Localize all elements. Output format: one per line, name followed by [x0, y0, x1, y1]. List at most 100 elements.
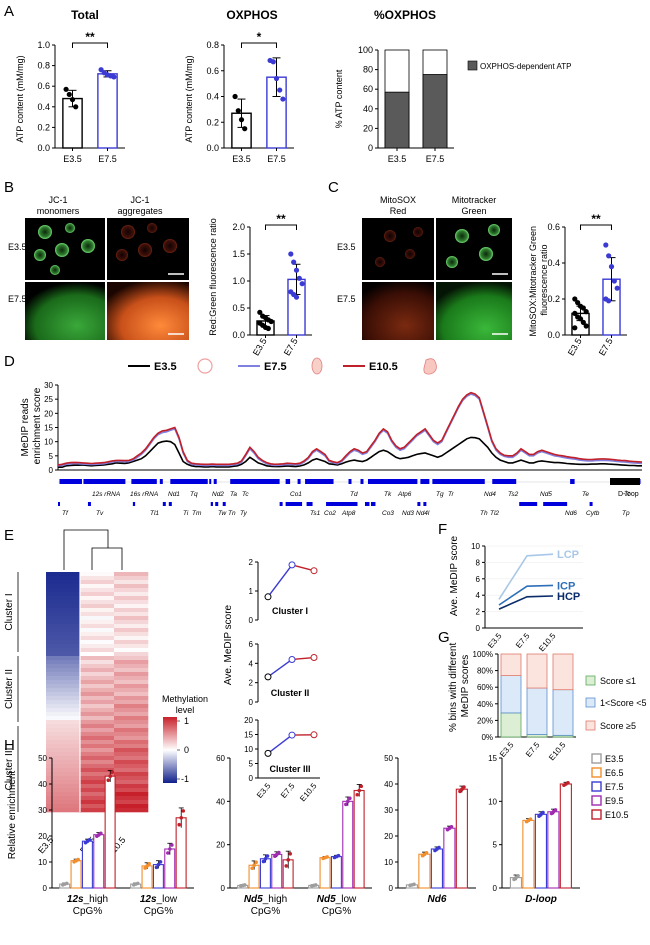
- heat-cell: [46, 580, 81, 585]
- a3-legend-swatch: [467, 60, 478, 71]
- chart-a2-ylabel: ATP content (mM/mg): [184, 55, 194, 142]
- heat-cell: [46, 596, 81, 601]
- heat-cell: [80, 772, 115, 777]
- heat-cell: [80, 776, 115, 781]
- heat-cell: [46, 804, 81, 809]
- heat-cell: [80, 660, 115, 665]
- chart-a3-title: %OXPHOS: [374, 8, 436, 22]
- gene-label: D-loop: [618, 491, 639, 498]
- y-tick-label: 10: [244, 745, 253, 754]
- panel-d: MeDIP reads enrichment score 0 5 10 15 20 25 3…: [20, 357, 643, 517]
- heat-cell: [80, 744, 115, 749]
- legend-label: E3.5: [154, 361, 177, 373]
- e-cluster-label-1: Cluster I: [4, 593, 15, 630]
- x-tick-label: E7.5: [267, 154, 286, 164]
- c-col-label-2: Mitotracker: [452, 195, 497, 205]
- c-img-e35-green: [436, 218, 512, 280]
- heat-cell: [80, 608, 115, 613]
- data-point: [313, 883, 318, 887]
- data-point: [257, 309, 263, 315]
- legend-swatch: [585, 697, 596, 708]
- data-point: [108, 774, 113, 778]
- gene-block: [360, 479, 364, 484]
- heat-cell: [46, 788, 81, 793]
- legend-swatch: [591, 809, 602, 820]
- gene-label: Ti: [183, 510, 189, 517]
- data-point: [580, 305, 586, 311]
- heat-cell: [114, 620, 149, 625]
- y-tick-label: 0: [249, 616, 254, 625]
- heat-cell: [46, 572, 81, 577]
- y-tick-label: 0.2: [547, 294, 560, 304]
- group-label-gene: 12s: [140, 894, 157, 905]
- group-label-line2: CpG%: [322, 906, 352, 917]
- chart-a2-title: OXPHOS: [226, 8, 277, 22]
- heat-cell: [46, 692, 81, 697]
- y-tick-label: 100: [358, 45, 373, 55]
- series-label: HCP: [557, 591, 580, 603]
- data-point: [296, 275, 302, 281]
- gene-label: Ta: [230, 491, 237, 498]
- chart-a1-ylabel: ATP content (mM/mg): [15, 55, 25, 142]
- y-tick-label: 100%: [473, 650, 493, 659]
- heat-cell: [46, 740, 81, 745]
- series-segment: [291, 564, 315, 572]
- gene-label: Ts1: [310, 510, 321, 517]
- heat-cell: [114, 596, 149, 601]
- chart-h-ylabel: Relative enrichment: [7, 771, 18, 860]
- heat-cell: [114, 664, 149, 669]
- b-col-label-1: JC-1: [48, 195, 67, 205]
- heat-cell: [114, 576, 149, 581]
- gene-label: Tg: [436, 491, 444, 498]
- data-point: [566, 780, 570, 785]
- y-tick-label: 0.0: [206, 143, 219, 153]
- dloop-block: [610, 478, 640, 485]
- legend-label: E9.5: [605, 796, 624, 806]
- dendro-link: [63, 529, 109, 570]
- y-tick-label: 0.8: [206, 40, 219, 50]
- y-tick-label: 50: [38, 754, 47, 763]
- b-img-e75-red: [107, 282, 189, 340]
- data-point: [64, 881, 69, 886]
- b-row-label-2: E7.5: [8, 294, 27, 304]
- cell: [479, 247, 493, 261]
- gene-label: Atp8: [341, 510, 356, 517]
- bar: [81, 840, 93, 889]
- series-point: [264, 749, 272, 757]
- c-col-label-1: MitoSOX: [380, 195, 416, 205]
- x-tick-label: E7.5: [282, 336, 300, 357]
- data-point: [572, 296, 578, 302]
- y-tick-label: 4: [249, 659, 254, 668]
- data-point: [238, 117, 245, 123]
- cell: [38, 225, 52, 239]
- data-point: [424, 850, 429, 855]
- bar: [104, 775, 116, 889]
- significance-label: **: [85, 30, 95, 44]
- e-dendrogram: [63, 529, 123, 570]
- stack-segment: [526, 687, 548, 735]
- y-tick-label: 2.0: [232, 222, 245, 232]
- gene-block: [159, 479, 163, 484]
- b-cells-red: [116, 223, 177, 261]
- chart-b-plot: 0.0 0.5 1.0 1.5 2.0 E3.5 E7.5 **: [232, 212, 312, 357]
- data-point: [87, 837, 92, 842]
- heat-cell: [114, 740, 149, 745]
- heat-cell: [46, 656, 81, 661]
- data-point: [280, 96, 286, 102]
- series-line: [498, 553, 554, 600]
- a3-legend-label: OXPHOS-dependent ATP: [480, 62, 571, 71]
- e-legend-tick-0: 0: [184, 745, 189, 755]
- heat-cell: [80, 740, 115, 745]
- panel-g: % bins with different MeDIP scores 0% 20%…: [448, 643, 647, 763]
- bar: [443, 827, 456, 889]
- bar: [175, 817, 187, 889]
- heat-cell: [114, 580, 149, 585]
- data-point: [286, 858, 291, 862]
- y-tick-label: 10: [44, 438, 53, 447]
- heat-cell: [80, 728, 115, 733]
- y-tick-label: 0: [249, 698, 254, 707]
- chart-d-legend: E3.5 E7.5 E10.5: [128, 357, 437, 375]
- heat-cell: [80, 620, 115, 625]
- data-point: [284, 864, 289, 868]
- gene-block: [492, 479, 517, 484]
